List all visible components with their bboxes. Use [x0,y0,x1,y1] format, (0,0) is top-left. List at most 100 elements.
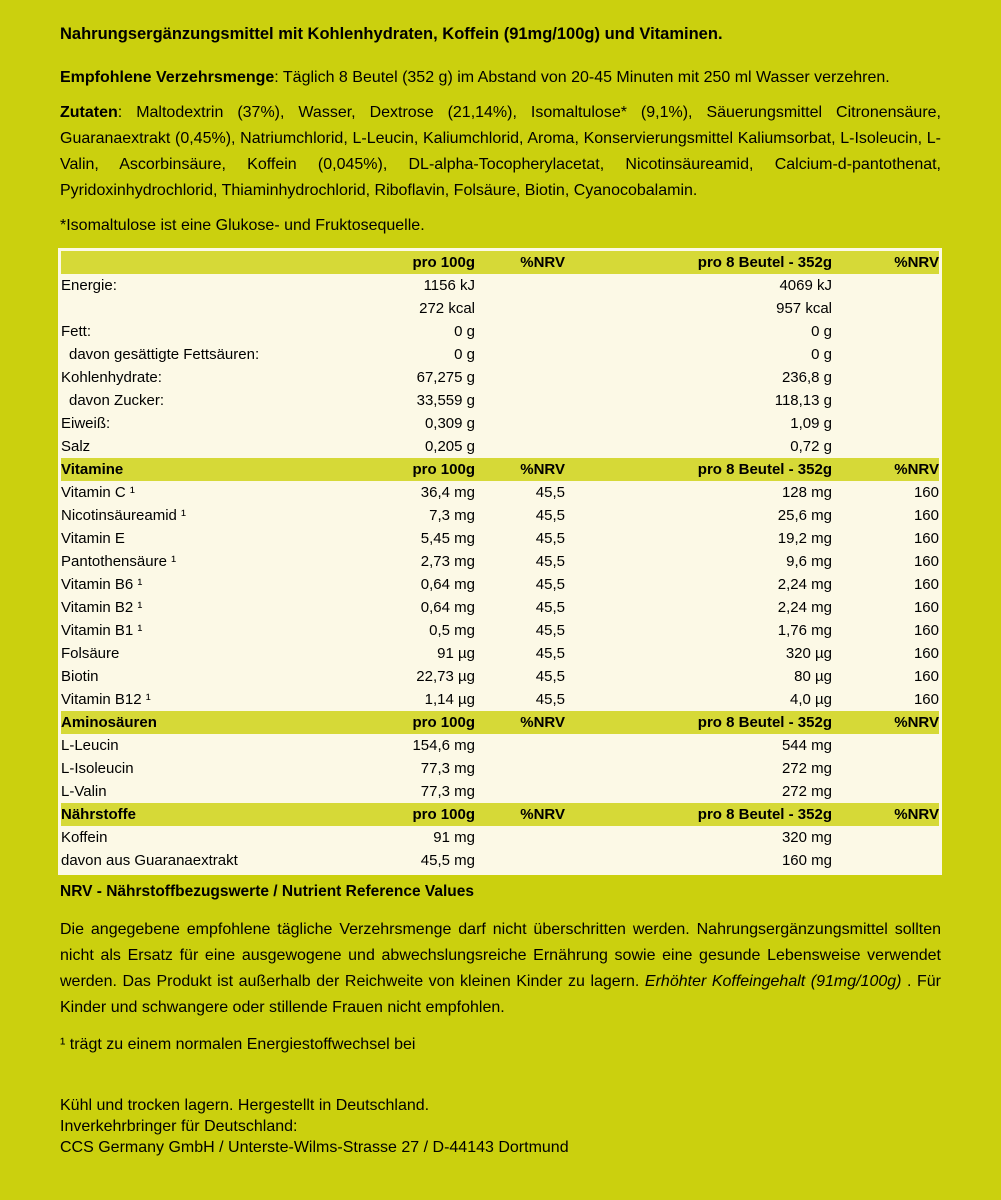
row-label: L-Isoleucin [61,760,134,777]
row-value: 320 mg [781,829,832,846]
row-label: Pantothensäure ¹ [61,553,177,570]
nrv-definition: NRV - Nährstoffbezugswerte / Nutrient Re… [60,883,475,900]
row-value: 25,6 mg [777,507,832,524]
row-value [475,757,565,780]
row-value: 236,8 g [781,369,832,386]
row-value: 45,5 [535,553,565,570]
column-header: %NRV [832,458,939,481]
column-header: pro 8 Beutel - 352g [565,458,832,481]
row-value [832,297,939,320]
row-label: Vitamin B6 ¹ [61,576,143,593]
warning-paragraph: Die angegebene empfohlene tägliche Verze… [60,917,941,1021]
row-value: 160 [913,599,939,616]
caffeine-warning-italic: Erhöhter Koffeingehalt (91mg/100g) [644,973,902,990]
table-section-header: Vitamine pro 100g %NRV pro 8 Beutel - 352g%… [61,458,939,481]
table-row: Koffein 91 mg 320 mg [61,826,939,849]
row-value: 160 mg [781,852,832,869]
distributor-label: Inverkehrbringer für Deutschland: [60,1118,298,1135]
row-value [832,849,939,872]
row-value: 118,13 g [774,392,832,409]
row-value [832,826,939,849]
product-title: Nahrungsergänzungsmittel mit Kohlenhydra… [60,25,723,43]
row-value: 0,72 g [790,438,832,455]
row-value [832,757,939,780]
row-label: Nicotinsäureamid ¹ [61,507,187,524]
table-row: Folsäure 91 µg 45,5 320 µg 160 [61,642,939,665]
row-value: 544 mg [781,737,832,754]
row-value: 91 µg [437,645,475,662]
nutrition-table-container: pro 100g %NRV pro 8 Beutel - 352g %NRV Energ… [58,248,942,875]
nutrition-table: pro 100g %NRV pro 8 Beutel - 352g %NRV Energ… [61,251,939,872]
dosage-text: : Täglich 8 Beutel (352 g) im Abstand vo… [274,69,890,86]
row-value: 2,73 mg [420,553,475,570]
row-value: 45,5 [535,599,565,616]
table-row: Kohlenhydrate: 67,275 g 236,8 g [61,366,939,389]
row-value [475,734,565,757]
row-label: Eiweiß: [61,415,111,432]
row-label: Koffein [61,829,108,846]
row-value: 1,14 µg [424,691,475,708]
row-value: 45,5 mg [420,852,475,869]
row-value: 4069 kJ [779,277,832,294]
row-value [475,297,565,320]
row-value [475,366,565,389]
row-value: 80 µg [794,668,832,685]
row-value: 0,309 g [424,415,475,432]
row-value [832,780,939,803]
table-row: L-Valin 77,3 mg 272 mg [61,780,939,803]
row-value: 2,24 mg [777,599,832,616]
row-label: L-Valin [61,783,107,800]
row-value: 0,5 mg [429,622,475,639]
row-label: Kohlenhydrate: [61,369,162,386]
section-title: Nährstoffe [61,803,320,826]
table-row: Vitamin B12 ¹ 1,14 µg 45,5 4,0 µg 160 [61,688,939,711]
row-value: 272 mg [781,760,832,777]
row-value: 45,5 [535,691,565,708]
row-label: Vitamin B1 ¹ [61,622,143,639]
row-value: 128 mg [781,484,832,501]
manufacturer-block: Kühl und trocken lagern. Hergestellt in … [60,1095,941,1158]
table-row: Vitamin B6 ¹ 0,64 mg 45,5 2,24 mg 160 [61,573,939,596]
table-row: L-Leucin 154,6 mg 544 mg [61,734,939,757]
row-value: 22,73 µg [416,668,475,685]
row-value [475,780,565,803]
column-header: pro 100g [320,251,475,274]
ingredients-label: Zutaten [60,104,118,121]
row-label: Energie: [61,277,117,294]
row-label: Biotin [61,668,99,685]
row-label: Vitamin B12 ¹ [61,691,151,708]
row-value: 91 mg [433,829,475,846]
row-value: 2,24 mg [777,576,832,593]
row-value: 45,5 [535,645,565,662]
row-value [475,389,565,412]
row-value: 160 [913,507,939,524]
row-value: 0,64 mg [420,576,475,593]
row-label: davon aus Guaranaextrakt [61,852,238,869]
row-value [832,320,939,343]
row-value: 0,64 mg [420,599,475,616]
table-row: Vitamin B1 ¹ 0,5 mg 45,5 1,76 mg 160 [61,619,939,642]
row-label: Salz [61,438,91,455]
column-header: pro 100g [320,711,475,734]
row-value [475,320,565,343]
row-label: Fett: [61,323,92,340]
table-row: Vitamin C ¹ 36,4 mg 45,5 128 mg 160 [61,481,939,504]
row-value: 0 g [811,323,832,340]
row-value [475,412,565,435]
table-row: davon gesättigte Fettsäuren: 0 g 0 g [61,343,939,366]
row-value: 77,3 mg [420,760,475,777]
isomaltulose-note: *Isomaltulose ist eine Glukose- und Fruk… [60,217,425,234]
column-header: %NRV [832,711,939,734]
row-value: 1,76 mg [777,622,832,639]
warning-text-before: Die angegebene empfohlene tägliche Verze… [60,921,941,990]
row-value: 45,5 [535,484,565,501]
row-value: 45,5 [535,576,565,593]
table-row: 272 kcal 957 kcal [61,297,939,320]
table-section-header: Aminosäuren pro 100g %NRV pro 8 Beutel - 35… [61,711,939,734]
table-row: Vitamin E 5,45 mg 45,5 19,2 mg 160 [61,527,939,550]
dosage-paragraph: Empfohlene Verzehrsmenge: Täglich 8 Beut… [60,64,941,92]
column-header: %NRV [832,251,939,274]
column-header: pro 100g [320,803,475,826]
row-value: 160 [913,668,939,685]
